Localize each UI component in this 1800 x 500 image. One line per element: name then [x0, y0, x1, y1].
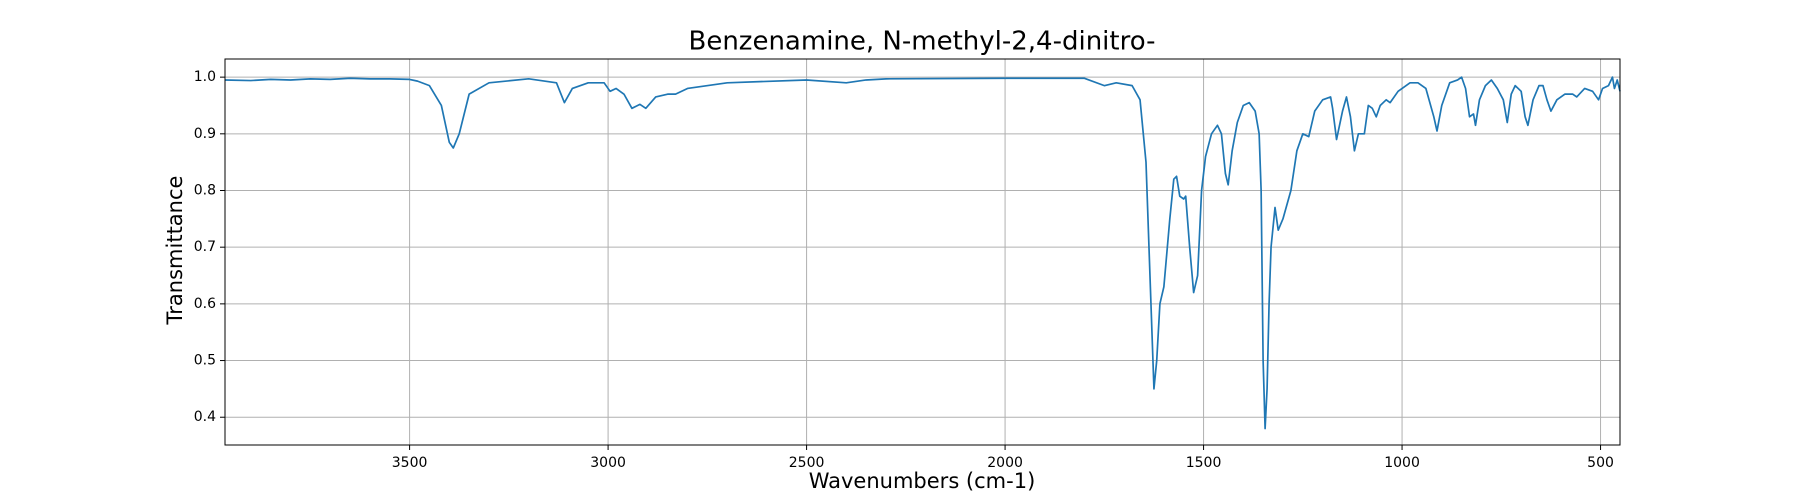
spectrum-line: [224, 76, 1621, 430]
chart-title: Benzenamine, N-methyl-2,4-dinitro-: [689, 27, 1156, 57]
x-tick-label: 1500: [1186, 455, 1222, 471]
y-axis-label: Transmittance: [163, 176, 187, 326]
y-tick-label: 0.5: [194, 353, 216, 369]
x-tick-label: 2500: [789, 455, 825, 471]
y-tick-label: 1.0: [194, 69, 216, 85]
y-tick-label: 0.6: [194, 296, 216, 312]
y-tick-label: 0.9: [194, 126, 216, 142]
x-tick-label: 500: [1587, 455, 1614, 471]
x-tick-label: 3500: [392, 455, 428, 471]
plot-frame: [224, 58, 1621, 446]
x-tick-label: 3000: [590, 455, 626, 471]
y-tick-label: 0.7: [194, 239, 216, 255]
x-tick-label: 2000: [987, 455, 1023, 471]
x-axis-label: Wavenumbers (cm-1): [809, 469, 1036, 493]
y-tick-label: 0.8: [194, 183, 216, 199]
y-tick-label: 0.4: [194, 409, 216, 425]
x-tick-label: 1000: [1384, 455, 1420, 471]
